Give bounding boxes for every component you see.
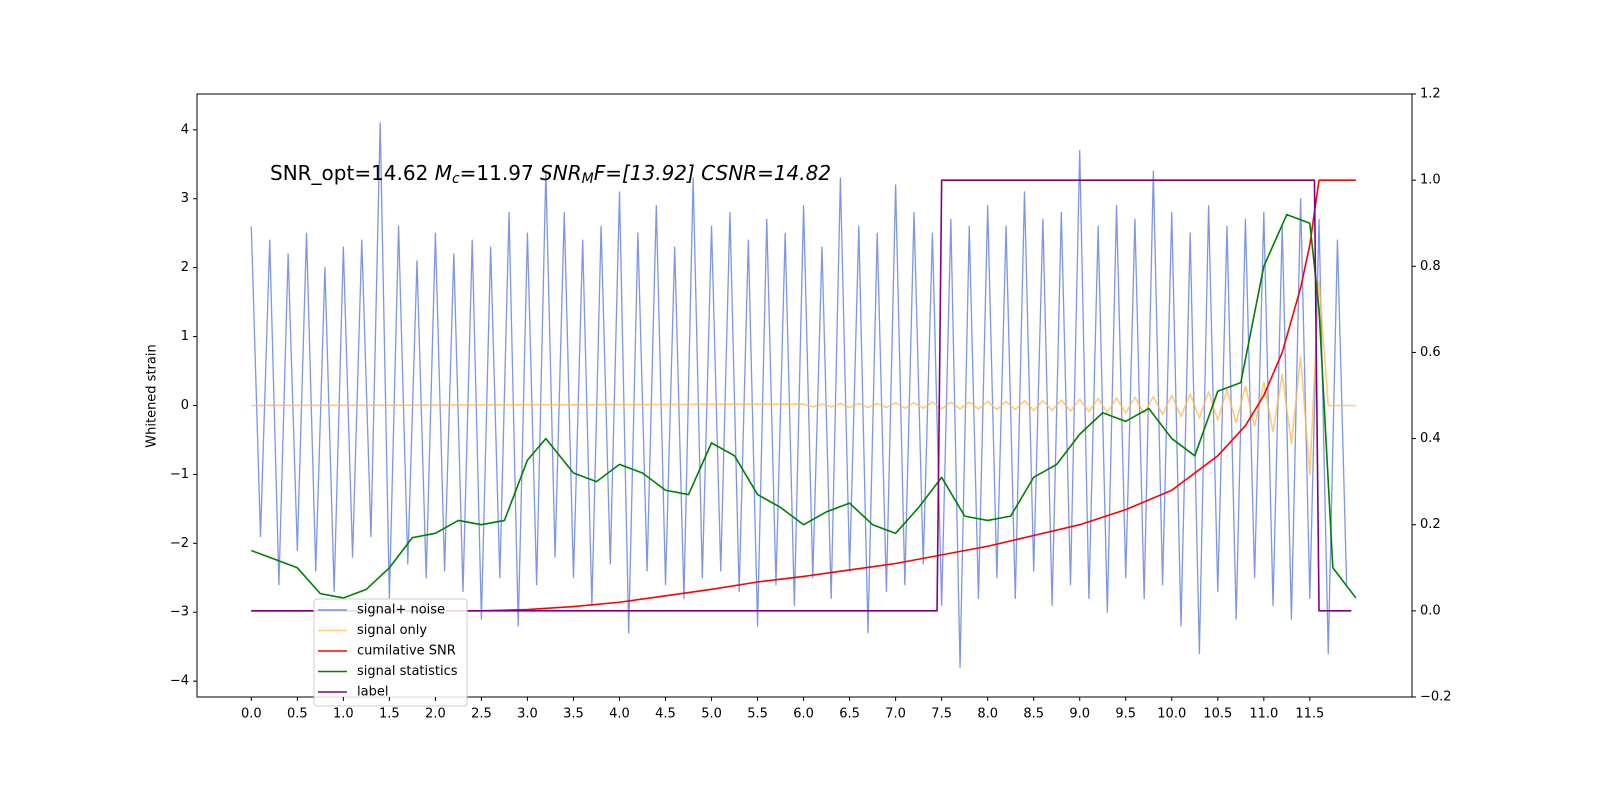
- y-tick-label: −3: [170, 605, 189, 620]
- x-tick-label: 10.5: [1203, 707, 1232, 722]
- y2-tick-label: −0.2: [1420, 690, 1452, 705]
- series-line: [251, 179, 1352, 612]
- legend-label: label: [357, 685, 388, 700]
- y-tick-label: −1: [170, 467, 189, 482]
- y-tick-label: 2: [181, 260, 189, 275]
- x-tick-label: 8.5: [1023, 707, 1044, 722]
- x-tick-label: 3.5: [563, 707, 584, 722]
- x-tick-label: 2.0: [425, 707, 446, 722]
- x-tick-label: 3.0: [517, 707, 538, 722]
- y2-tick-label: 0.8: [1420, 259, 1441, 274]
- series-line: [251, 280, 1356, 476]
- x-tick-label: 8.0: [977, 707, 998, 722]
- y2-tick-label: 0.0: [1420, 603, 1441, 618]
- y2-tick-label: 0.4: [1420, 431, 1441, 446]
- y2-tick-label: 1.2: [1420, 87, 1441, 102]
- x-tick-label: 0.5: [287, 707, 308, 722]
- x-tick-label: 11.5: [1295, 707, 1324, 722]
- annotation-part: SNR: [540, 161, 582, 185]
- annotation: SNR_opt=14.62 Mc=11.97 SNRMF=[13.92] CSN…: [270, 161, 831, 188]
- legend-box: [313, 598, 468, 707]
- y-tick-label: 0: [181, 398, 189, 413]
- x-tick-label: 1.5: [379, 707, 400, 722]
- y-tick-label: 3: [181, 191, 189, 206]
- y2-tick-label: 1.0: [1420, 173, 1441, 188]
- x-tick-label: 7.5: [931, 707, 952, 722]
- x-tick-label: 5.5: [747, 707, 768, 722]
- legend-label: signal+ noise: [357, 603, 445, 618]
- annotation-part: F=[13.92] CSNR=14.82: [594, 161, 831, 185]
- x-tick-label: 4.5: [655, 707, 676, 722]
- y-tick-label: −2: [170, 536, 189, 551]
- legend-label: signal statistics: [357, 664, 458, 679]
- y-axis-label: Whitened strain: [145, 344, 160, 447]
- x-tick-label: 4.0: [609, 707, 630, 722]
- y2-tick-label: 0.6: [1420, 345, 1441, 360]
- axes-frame: [196, 93, 1413, 698]
- annotation-part: SNR_opt=14.62: [270, 161, 435, 185]
- y-tick-label: −4: [170, 674, 189, 689]
- y2-tick-label: 0.2: [1420, 517, 1441, 532]
- y-tick-label: 4: [181, 122, 189, 137]
- legend-label: signal only: [357, 623, 427, 638]
- annotation-part: M: [582, 171, 594, 187]
- x-tick-label: 10.0: [1157, 707, 1186, 722]
- x-tick-label: 7.0: [885, 707, 906, 722]
- legend-label: cumilative SNR: [357, 644, 456, 659]
- series-line: [251, 179, 1356, 612]
- annotation-part: =11.97: [460, 161, 540, 185]
- plot-area: [250, 122, 1357, 669]
- series-line: [250, 122, 1348, 669]
- legend: signal+ noise signal only cumilative SNR si…: [313, 598, 468, 707]
- annotation-part: M: [435, 161, 452, 185]
- x-tick-label: 9.0: [1069, 707, 1090, 722]
- x-tick-label: 6.0: [793, 707, 814, 722]
- annotation-part: c: [452, 171, 460, 187]
- x-tick-label: 2.5: [471, 707, 492, 722]
- series-line: [251, 213, 1357, 599]
- x-tick-label: 5.0: [701, 707, 722, 722]
- x-tick-label: 1.0: [333, 707, 354, 722]
- x-tick-label: 6.5: [839, 707, 860, 722]
- x-tick-label: 0.0: [241, 707, 262, 722]
- y-tick-label: 1: [181, 329, 189, 344]
- x-tick-label: 9.5: [1115, 707, 1136, 722]
- x-tick-label: 11.0: [1249, 707, 1278, 722]
